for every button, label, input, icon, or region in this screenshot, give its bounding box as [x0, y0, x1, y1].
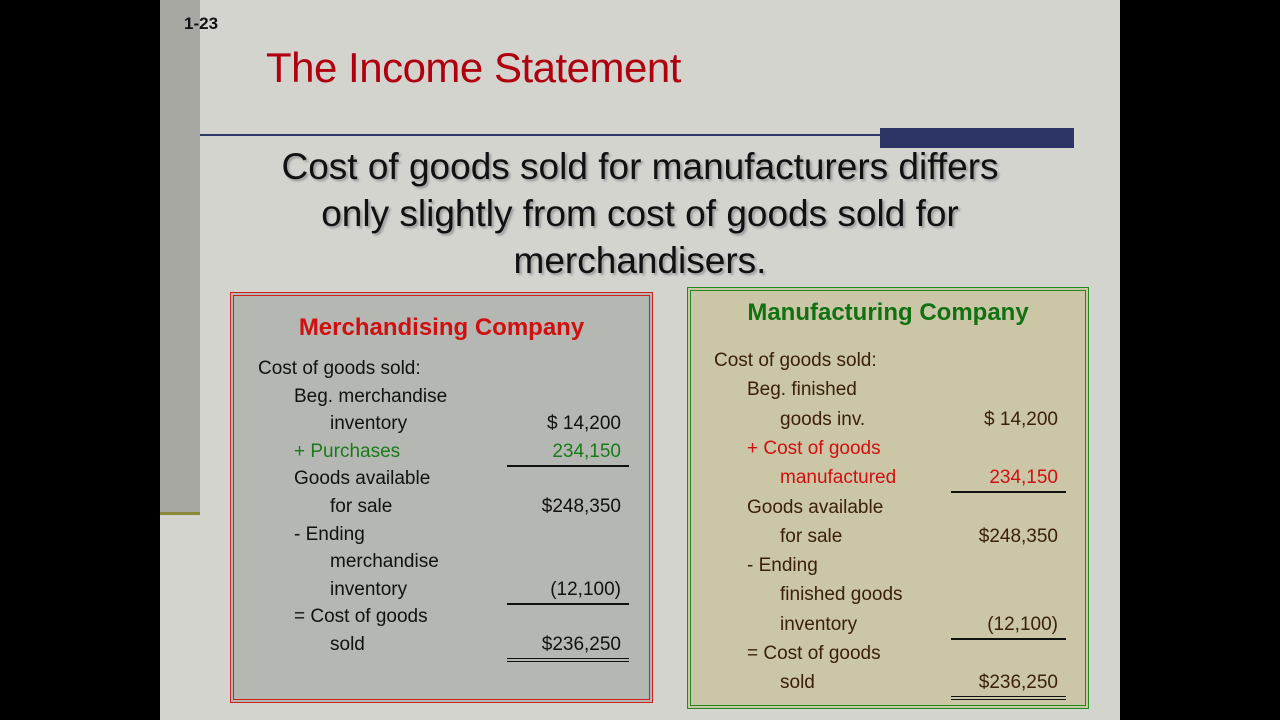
body-text: Cost of goods sold for manufacturers dif…: [281, 146, 999, 281]
row-label: sold: [780, 672, 815, 694]
row-label: Goods available: [747, 496, 884, 518]
row-value: (12,100): [507, 579, 629, 605]
row-label: Beg. merchandise: [294, 385, 448, 407]
row-value: $ 14,200: [984, 408, 1058, 430]
row-label: for sale: [330, 496, 393, 517]
merchandising-company-box: Merchandising Company Cost of goods sold…: [230, 292, 653, 703]
row-label: goods inv.: [780, 408, 866, 430]
row-value: $ 14,200: [547, 413, 621, 435]
manufacturing-title: Manufacturing Company: [747, 299, 1029, 326]
accent-bar: [880, 128, 1074, 148]
row-value: $236,250: [507, 634, 629, 662]
row-label: Beg. finished: [747, 379, 857, 401]
row-label: inventory: [780, 613, 858, 635]
row-label: - Ending: [294, 523, 365, 545]
merchandising-title: Merchandising Company: [298, 314, 585, 341]
row-value: $248,350: [541, 496, 621, 517]
title-divider: [200, 134, 880, 136]
row-label: - Ending: [747, 555, 818, 577]
row-value: 234,150: [951, 467, 1066, 494]
row-label: + Cost of goods: [747, 437, 881, 459]
row-label: + Purchases: [294, 440, 401, 462]
row-label: Cost of goods sold:: [258, 358, 421, 379]
slide: 1-23 The Income Statement Cost of goods …: [160, 0, 1120, 720]
row-value: (12,100): [951, 614, 1066, 640]
row-label: inventory: [330, 413, 408, 435]
row-value: $248,350: [978, 525, 1058, 547]
row-label: manufactured: [780, 467, 897, 489]
row-label: for sale: [780, 525, 843, 547]
row-value: $236,250: [951, 672, 1066, 701]
row-label: finished goods: [780, 584, 903, 606]
row-label: = Cost of goods: [747, 643, 881, 664]
row-value: 234,150: [507, 441, 629, 467]
row-label: sold: [330, 634, 365, 655]
manufacturing-company-box: Manufacturing Company Cost of goods sold…: [687, 287, 1089, 709]
left-accent-strip: [160, 0, 200, 515]
row-label: inventory: [330, 578, 408, 600]
row-label: merchandise: [330, 551, 439, 573]
slide-title: The Income Statement: [266, 44, 681, 91]
row-label: Cost of goods sold:: [714, 350, 877, 371]
slide-number: 1-23: [184, 14, 219, 33]
row-label: Goods available: [294, 468, 431, 490]
row-label: = Cost of goods: [294, 606, 428, 628]
